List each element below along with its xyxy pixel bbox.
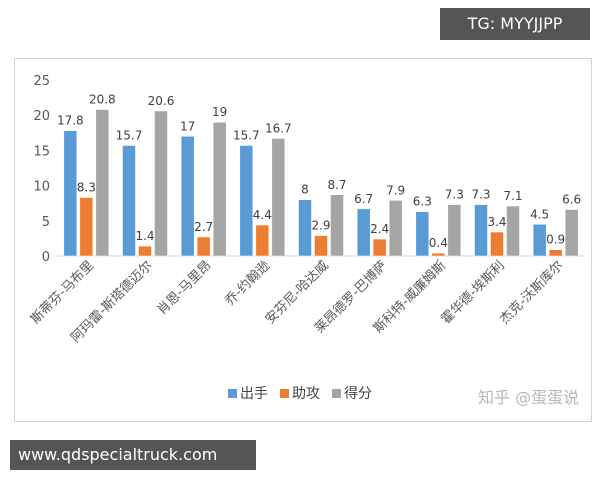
bar-1 bbox=[415, 211, 430, 257]
data-label: 7.3 bbox=[471, 188, 490, 202]
y-tick-label: 5 bbox=[42, 215, 50, 230]
data-label: 7.1 bbox=[503, 189, 522, 203]
data-label: 20.8 bbox=[89, 93, 116, 107]
x-tick-label: 肖恩-马里昂 bbox=[155, 258, 215, 318]
bar-2 bbox=[431, 252, 446, 257]
bar-1 bbox=[180, 136, 195, 257]
bar-1 bbox=[532, 224, 547, 257]
data-label: 15.7 bbox=[116, 128, 143, 142]
data-label: 19 bbox=[212, 105, 227, 119]
bar-2 bbox=[548, 249, 563, 257]
legend-label-3: 得分 bbox=[344, 385, 372, 402]
bar-3 bbox=[447, 204, 462, 257]
watermark-top: TG: MYYJJPP bbox=[440, 8, 590, 40]
data-label: 7.3 bbox=[445, 188, 464, 202]
bar-2 bbox=[314, 235, 328, 257]
legend-swatch-2 bbox=[280, 389, 289, 398]
data-label: 8.3 bbox=[77, 181, 96, 195]
bar-3 bbox=[271, 138, 286, 257]
y-tick-label: 20 bbox=[33, 109, 50, 124]
x-tick-label: 杰克-沃斯库尔 bbox=[497, 258, 567, 328]
data-label: 2.9 bbox=[311, 219, 330, 233]
bar-2 bbox=[79, 197, 94, 257]
bar-3 bbox=[506, 205, 520, 257]
bar-2 bbox=[196, 236, 211, 257]
bar-3 bbox=[388, 200, 403, 257]
data-label: 16.7 bbox=[265, 121, 292, 135]
data-label: 8.7 bbox=[327, 178, 346, 192]
data-label: 6.7 bbox=[354, 192, 373, 206]
data-label: 3.4 bbox=[487, 215, 506, 229]
bar-1 bbox=[63, 130, 78, 257]
y-tick-label: 10 bbox=[33, 180, 50, 195]
bar-1 bbox=[122, 145, 136, 257]
bar-3 bbox=[95, 109, 110, 257]
bar-3 bbox=[212, 121, 227, 257]
x-tick-label: 乔-约翰逊 bbox=[222, 258, 273, 309]
bar-3 bbox=[330, 194, 344, 257]
bar-2 bbox=[490, 231, 504, 257]
data-label: 20.6 bbox=[148, 94, 175, 108]
bar-1 bbox=[239, 145, 254, 257]
data-label: 2.4 bbox=[370, 222, 389, 236]
bar-3 bbox=[154, 110, 168, 257]
data-label: 15.7 bbox=[233, 128, 260, 142]
bar-2 bbox=[372, 238, 387, 257]
data-label: 0.9 bbox=[546, 233, 565, 247]
bar-2 bbox=[255, 224, 270, 257]
bar-1 bbox=[298, 199, 312, 257]
bar-1 bbox=[356, 208, 371, 257]
zhihu-watermark: 知乎 @蛋蛋说 bbox=[478, 388, 580, 407]
legend-swatch-1 bbox=[228, 389, 237, 398]
y-tick-label: 15 bbox=[33, 144, 50, 159]
data-label: 17.8 bbox=[57, 114, 84, 128]
watermark-bottom: www.qdspecialtruck.com bbox=[10, 440, 256, 470]
y-tick-label: 25 bbox=[33, 74, 50, 89]
bar-3 bbox=[564, 209, 579, 257]
data-label: 8 bbox=[301, 183, 309, 197]
data-label: 6.6 bbox=[562, 193, 581, 207]
data-label: 2.7 bbox=[194, 220, 213, 234]
data-label: 17 bbox=[180, 119, 195, 133]
data-label: 7.9 bbox=[386, 183, 405, 197]
legend-label-2: 助攻 bbox=[292, 386, 320, 402]
legend-label-1: 出手 bbox=[240, 386, 268, 402]
bar-2 bbox=[138, 245, 152, 257]
data-label: 0.4 bbox=[429, 236, 448, 250]
data-label: 4.4 bbox=[253, 208, 272, 222]
data-label: 6.3 bbox=[413, 195, 432, 209]
bar-1 bbox=[474, 204, 488, 257]
y-tick-label: 0 bbox=[42, 250, 50, 265]
legend-swatch-3 bbox=[332, 389, 341, 398]
data-label: 4.5 bbox=[530, 207, 549, 221]
data-label: 1.4 bbox=[135, 229, 154, 243]
